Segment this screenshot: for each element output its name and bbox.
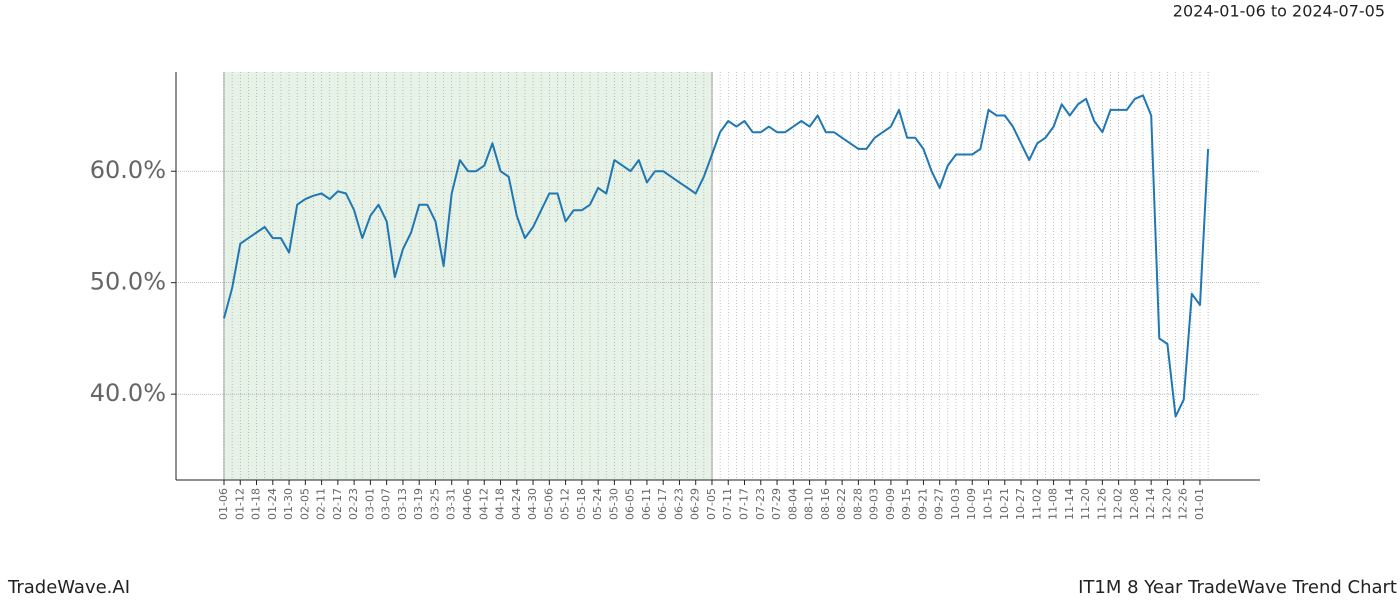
x-tick-label: 03-25 <box>428 488 441 520</box>
x-tick-label: 06-17 <box>656 488 669 520</box>
y-tick-label: 40.0% <box>90 379 166 407</box>
y-tick-label: 50.0% <box>90 268 166 296</box>
x-tick-label: 10-15 <box>982 488 995 520</box>
x-tick-label: 12-20 <box>1160 488 1173 520</box>
y-tick-label: 60.0% <box>90 156 166 184</box>
x-tick-label: 08-16 <box>819 488 832 520</box>
x-tick-label: 04-18 <box>494 488 507 520</box>
x-tick-label: 02-05 <box>298 488 311 520</box>
x-tick-label: 02-11 <box>315 488 328 520</box>
x-tick-label: 11-08 <box>1047 488 1060 520</box>
x-tick-label: 09-03 <box>868 488 881 520</box>
x-tick-label: 07-05 <box>705 488 718 520</box>
x-tick-label: 02-17 <box>331 488 344 520</box>
x-tick-label: 07-17 <box>738 488 751 520</box>
x-tick-label: 10-09 <box>965 488 978 520</box>
x-tick-label: 12-08 <box>1128 488 1141 520</box>
x-tick-label: 11-02 <box>1030 488 1043 520</box>
x-tick-label: 11-14 <box>1063 488 1076 520</box>
x-tick-label: 10-03 <box>949 488 962 520</box>
x-tick-label: 03-07 <box>380 488 393 520</box>
x-tick-label: 04-12 <box>477 488 490 520</box>
x-tick-label: 01-06 <box>217 488 230 520</box>
x-tick-label: 10-21 <box>998 488 1011 520</box>
x-tick-label: 06-11 <box>640 488 653 520</box>
x-tick-label: 08-28 <box>851 488 864 520</box>
x-tick-label: 08-04 <box>786 488 799 520</box>
x-tick-label: 09-27 <box>933 488 946 520</box>
footer-left: TradeWave.AI <box>7 577 130 598</box>
x-tick-label: 02-23 <box>347 488 360 520</box>
x-tick-label: 01-18 <box>250 488 263 520</box>
x-tick-label: 09-21 <box>916 488 929 520</box>
series-line <box>223 94 1210 418</box>
x-tick-label: 07-29 <box>770 488 783 520</box>
x-tick-label: 07-23 <box>754 488 767 520</box>
x-tick-label: 12-26 <box>1177 488 1190 520</box>
x-tick-label: 01-12 <box>233 488 246 520</box>
x-tick-label: 03-13 <box>396 488 409 520</box>
x-tick-label: 12-14 <box>1144 488 1157 520</box>
x-tick-label: 09-09 <box>884 488 897 520</box>
x-tick-label: 08-22 <box>835 488 848 520</box>
x-tick-label: 04-24 <box>510 488 523 520</box>
x-tick-label: 04-06 <box>461 488 474 520</box>
x-tick-label: 09-15 <box>900 488 913 520</box>
x-tick-label: 06-29 <box>689 488 702 520</box>
x-tick-label: 10-27 <box>1014 488 1027 520</box>
x-tick-label: 05-24 <box>591 488 604 520</box>
x-tick-label: 05-18 <box>575 488 588 520</box>
x-tick-label: 01-24 <box>266 488 279 520</box>
x-tick-label: 05-12 <box>559 488 572 520</box>
x-tick-label: 03-01 <box>363 488 376 520</box>
x-tick-label: 05-06 <box>542 488 555 520</box>
x-tick-label: 04-30 <box>526 488 539 520</box>
x-tick-label: 11-26 <box>1095 488 1108 520</box>
footer-right: IT1M 8 Year TradeWave Trend Chart <box>1078 577 1397 598</box>
x-tick-label: 03-19 <box>412 488 425 520</box>
x-tick-label: 07-11 <box>721 488 734 520</box>
x-tick-label: 01-01 <box>1193 488 1206 520</box>
x-tick-label: 05-30 <box>607 488 620 520</box>
chart-subtitle: 2024-01-06 to 2024-07-05 <box>1173 2 1385 21</box>
x-tick-label: 06-05 <box>624 488 637 520</box>
x-tick-label: 01-30 <box>282 488 295 520</box>
x-tick-label: 06-23 <box>672 488 685 520</box>
x-tick-label: 03-31 <box>445 488 458 520</box>
x-tick-label: 12-02 <box>1112 488 1125 520</box>
x-tick-label: 08-10 <box>803 488 816 520</box>
x-tick-label: 11-20 <box>1079 488 1092 520</box>
